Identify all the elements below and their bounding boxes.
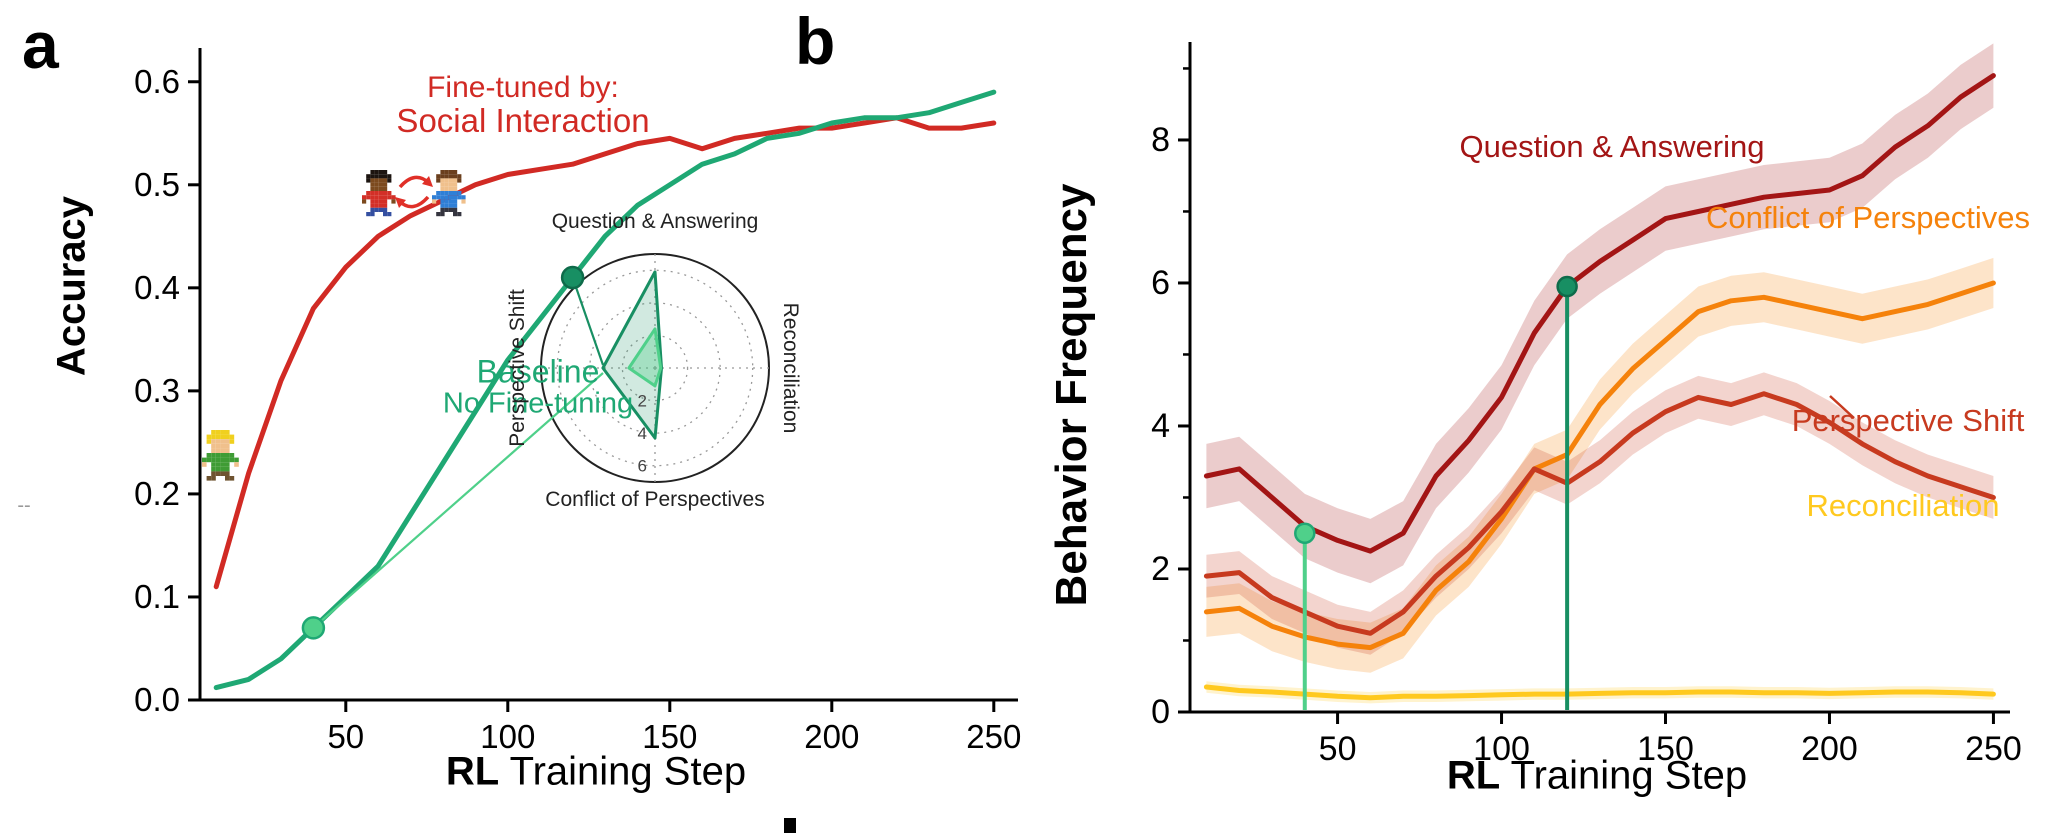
svg-text:100: 100 [1473, 730, 1530, 768]
svg-text:250: 250 [1965, 730, 2022, 768]
svg-text:0.4: 0.4 [134, 269, 180, 306]
svg-text:0: 0 [1151, 693, 1170, 731]
svg-text:200: 200 [804, 718, 859, 755]
svg-text:0.5: 0.5 [134, 166, 180, 203]
panel-b-y-axis-title: Behavior Frequency [1047, 183, 1096, 607]
finetuned-annotation-line1: Fine-tuned by: [427, 71, 619, 104]
svg-text:6: 6 [1151, 264, 1170, 302]
radar-axis-reconciliation: Reconciliation [779, 302, 802, 434]
agent-two-icon [432, 170, 466, 217]
svg-text:50: 50 [327, 718, 364, 755]
svg-text:0.1: 0.1 [134, 578, 180, 615]
agent-one-icon [362, 170, 396, 217]
label-perspective-shift: Perspective Shift [1791, 403, 2025, 438]
baseline-agent-icon [202, 430, 239, 481]
checkpoint-dot-0 [301, 616, 326, 640]
behavior-line-0 [1203, 73, 1996, 554]
panel-a-x-axis-title-bold: RL [445, 749, 500, 794]
svg-text:50: 50 [1319, 730, 1357, 768]
checkpoint-dot-1 [560, 265, 585, 290]
radar-polygon-1 [627, 327, 663, 388]
svg-text:100: 100 [480, 718, 535, 755]
panel-a-y-axis-title: Accuracy [49, 195, 94, 377]
perspective-shift-leader [1829, 395, 1855, 419]
accuracy-line-1 [213, 89, 997, 691]
label-question-answering: Question & Answering [1459, 129, 1765, 164]
exchange-arrows-icon [395, 175, 433, 209]
behavior-line-2 [1203, 391, 1996, 636]
svg-text:4: 4 [638, 424, 647, 443]
dark-checkpoint-connector [571, 277, 605, 366]
panel-a-x-axis-title: RL Training Step [446, 750, 746, 795]
stray-tick-marks: -- [17, 494, 31, 517]
svg-text:0.0: 0.0 [134, 681, 180, 718]
radar-polygon-0 [601, 270, 663, 440]
svg-text:0.6: 0.6 [134, 63, 180, 100]
svg-text:4: 4 [1151, 407, 1170, 445]
svg-text:150: 150 [1637, 730, 1694, 768]
behavior-axes: 50 100 150 200 250 0 2 4 6 8 [1151, 42, 2022, 768]
behavior-line-1 [1203, 280, 1996, 651]
panel-a-label: a [22, 8, 59, 82]
svg-text:200: 200 [1801, 730, 1858, 768]
svg-text:2: 2 [638, 392, 647, 411]
checkpoint-vdot-1 [1556, 275, 1578, 298]
baseline-annotation-line2: No Fine-tuning [442, 387, 634, 420]
svg-text:6: 6 [638, 457, 647, 476]
label-reconciliation: Reconciliation [1806, 488, 2000, 523]
light-checkpoint-connector [312, 372, 604, 629]
panel-a-x-axis-title-rest: Training Step [499, 749, 747, 794]
checkpoint-vdot-0 [1294, 522, 1316, 544]
behavior-band-0 [1206, 43, 1994, 584]
finetuned-annotation-line2: Social Interaction [396, 102, 650, 139]
baseline-annotation-line1: Baseline [476, 353, 600, 390]
svg-text:0.2: 0.2 [134, 475, 180, 512]
cropped-panel-c-mark [784, 818, 796, 833]
accuracy-line-0 [213, 115, 997, 590]
svg-text:8: 8 [1151, 121, 1170, 159]
panel-b-x-axis-title: RL Training Step [1447, 754, 1747, 799]
label-conflict-of-perspectives: Conflict of Perspectives [1706, 200, 2030, 235]
accuracy-axes: 50 100 150 200 250 0.0 0.1 0.2 0.3 0.4 0.5 0.6 [134, 48, 1021, 755]
radar-axis-perspective-shift: Perspective Shift [506, 289, 529, 447]
radar-axis-conflict-of-perspectives: Conflict of Perspectives [545, 488, 765, 511]
behavior-line-3 [1203, 684, 1996, 701]
svg-text:0.3: 0.3 [134, 372, 180, 409]
svg-text:150: 150 [642, 718, 697, 755]
svg-text:250: 250 [966, 718, 1021, 755]
radar-inset: 2 4 6 [540, 253, 770, 483]
panel-b-x-axis-title-rest: Training Step [1500, 753, 1748, 798]
radar-axis-question-answering: Question & Answering [551, 210, 759, 233]
panel-b-label: b [795, 4, 836, 78]
panel-b-x-axis-title-bold: RL [1446, 753, 1501, 798]
svg-text:2: 2 [1151, 550, 1170, 588]
